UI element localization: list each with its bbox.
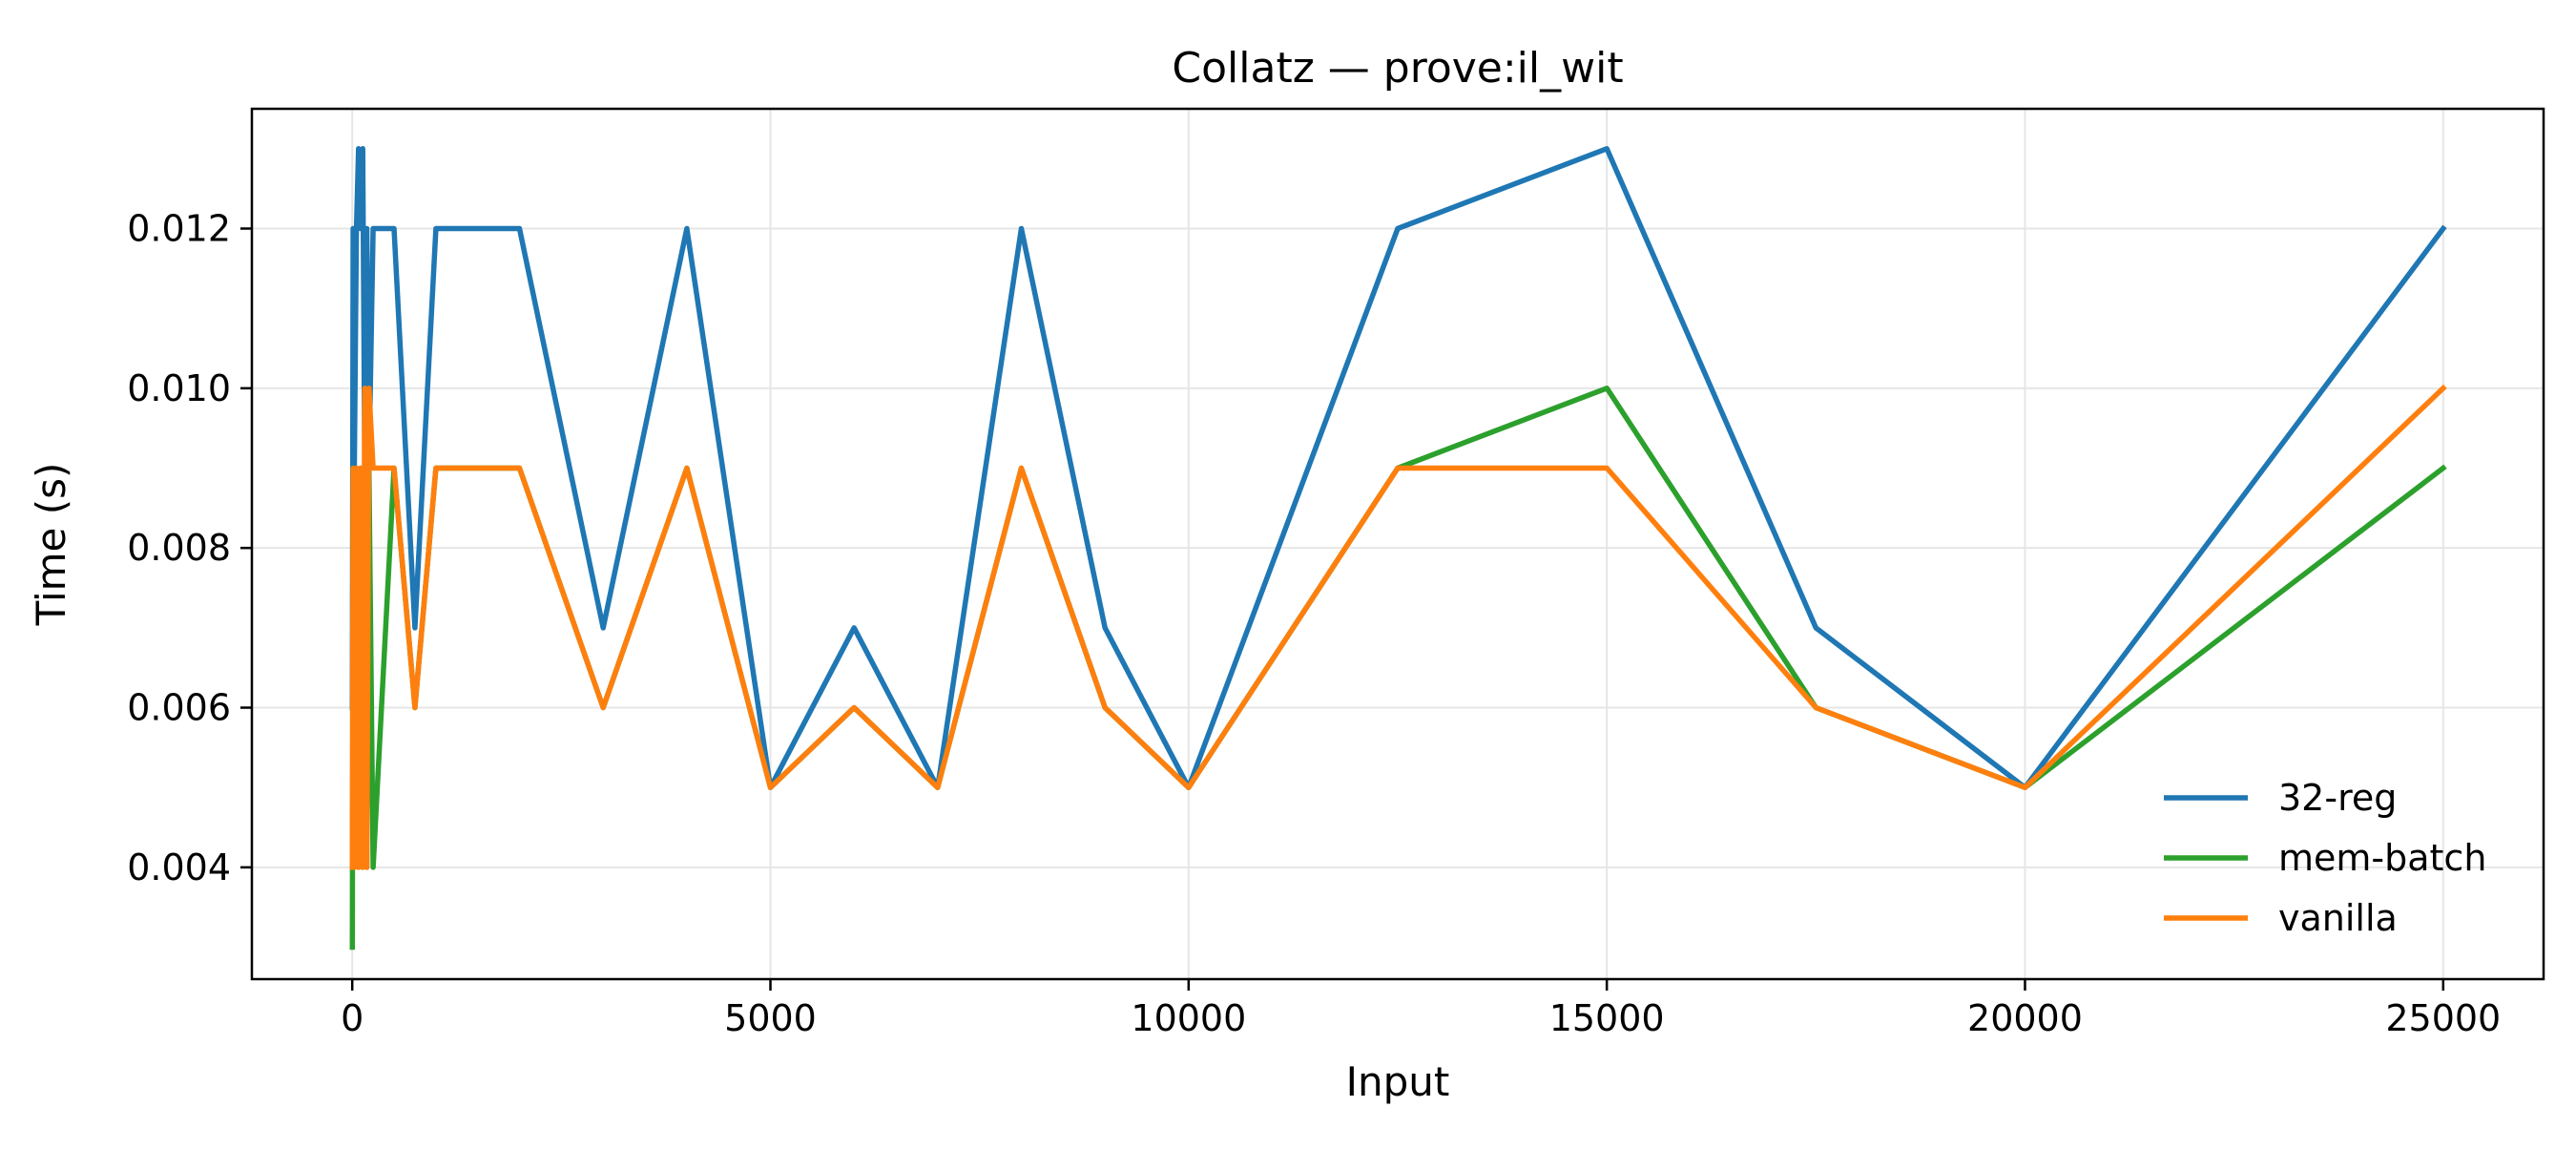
chart-title: Collatz — prove:il_wit (1172, 44, 1623, 93)
x-tick-label: 0 (341, 997, 364, 1039)
x-axis-label: Input (1346, 1058, 1450, 1105)
x-tick-label: 10000 (1131, 997, 1246, 1039)
y-tick-label: 0.012 (127, 208, 231, 250)
y-tick-label: 0.010 (127, 367, 231, 409)
x-tick-label: 5000 (724, 997, 817, 1039)
x-tick-label: 25000 (2385, 997, 2501, 1039)
x-tick-label: 20000 (1967, 997, 2083, 1039)
series-lines (349, 146, 2447, 951)
y-tick-label: 0.008 (127, 527, 231, 569)
x-tick-label: 15000 (1549, 997, 1665, 1039)
legend-label: 32-reg (2278, 777, 2397, 819)
plot-frame (250, 107, 2545, 981)
y-tick-label: 0.004 (127, 846, 231, 888)
axis-ticks: 0 5000 10000 15000 20000 25000 0.004 0.006 0.008… (127, 208, 2501, 1039)
series-line-32-reg (349, 146, 2447, 790)
y-tick-label: 0.006 (127, 687, 231, 729)
series-line-vanilla (349, 384, 2447, 870)
legend-label: mem-batch (2278, 837, 2486, 879)
legend-label: vanilla (2278, 897, 2398, 939)
y-axis-label: Time (s) (28, 463, 74, 627)
legend: 32-reg mem-batch vanilla (2164, 777, 2486, 939)
